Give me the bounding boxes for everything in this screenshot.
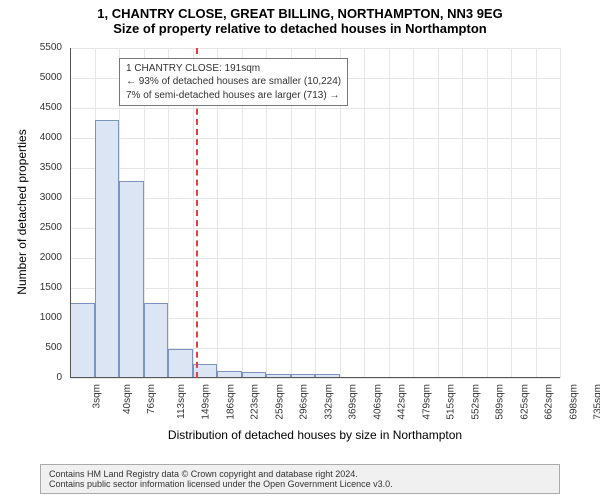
ytick-label: 4000 bbox=[0, 132, 62, 143]
grid-v bbox=[487, 48, 488, 378]
y-axis bbox=[70, 48, 71, 378]
ytick-label: 3000 bbox=[0, 192, 62, 203]
grid-h bbox=[70, 378, 560, 379]
xtick-label: 662sqm bbox=[544, 384, 555, 420]
grid-v bbox=[364, 48, 365, 378]
ytick-label: 1000 bbox=[0, 312, 62, 323]
xtick-label: 589sqm bbox=[495, 384, 506, 420]
xtick-label: 76sqm bbox=[146, 384, 157, 414]
x-axis bbox=[70, 377, 560, 378]
xtick-label: 735sqm bbox=[593, 384, 600, 420]
xtick-label: 3sqm bbox=[91, 384, 102, 408]
annotation-line2: ← 93% of detached houses are smaller (10… bbox=[126, 75, 341, 89]
xtick-label: 149sqm bbox=[201, 384, 212, 420]
xtick-label: 698sqm bbox=[568, 384, 579, 420]
histogram-bar bbox=[70, 303, 95, 378]
ytick-label: 1500 bbox=[0, 282, 62, 293]
ytick-label: 0 bbox=[0, 372, 62, 383]
histogram-bar bbox=[95, 120, 120, 378]
grid-v bbox=[560, 48, 561, 378]
histogram-bar bbox=[168, 349, 193, 378]
grid-v bbox=[462, 48, 463, 378]
xtick-label: 625sqm bbox=[519, 384, 530, 420]
chart-container: 0 500 1000 1500 2000 2500 3000 3500 4000 4500 5000… bbox=[0, 0, 600, 460]
grid-v bbox=[413, 48, 414, 378]
annotation-line1: 1 CHANTRY CLOSE: 191sqm bbox=[126, 62, 341, 76]
xtick-label: 369sqm bbox=[348, 384, 359, 420]
xtick-label: 186sqm bbox=[225, 384, 236, 420]
grid-v bbox=[536, 48, 537, 378]
footer-attribution: Contains HM Land Registry data © Crown c… bbox=[40, 464, 560, 494]
grid-v bbox=[511, 48, 512, 378]
grid-v bbox=[389, 48, 390, 378]
xtick-label: 223sqm bbox=[250, 384, 261, 420]
annotation-box: 1 CHANTRY CLOSE: 191sqm← 93% of detached… bbox=[119, 58, 348, 107]
xtick-label: 296sqm bbox=[299, 384, 310, 420]
xtick-label: 552sqm bbox=[470, 384, 481, 420]
footer-line-2: Contains public sector information licen… bbox=[49, 479, 551, 489]
ytick-label: 500 bbox=[0, 342, 62, 353]
histogram-bar bbox=[119, 181, 144, 378]
xtick-label: 113sqm bbox=[175, 384, 186, 419]
xtick-label: 40sqm bbox=[122, 384, 133, 414]
y-axis-label: Number of detached properties bbox=[15, 112, 29, 312]
xtick-label: 259sqm bbox=[274, 384, 285, 420]
xtick-label: 332sqm bbox=[323, 384, 334, 420]
xtick-label: 406sqm bbox=[372, 384, 383, 420]
xtick-label: 442sqm bbox=[397, 384, 408, 420]
ytick-label: 2500 bbox=[0, 222, 62, 233]
annotation-line3: 7% of semi-detached houses are larger (7… bbox=[126, 89, 341, 103]
ytick-label: 5000 bbox=[0, 72, 62, 83]
grid-v bbox=[438, 48, 439, 378]
ytick-label: 3500 bbox=[0, 162, 62, 173]
ytick-label: 5500 bbox=[0, 42, 62, 53]
footer-line-1: Contains HM Land Registry data © Crown c… bbox=[49, 469, 551, 479]
xtick-label: 515sqm bbox=[446, 384, 457, 420]
histogram-bar bbox=[144, 303, 169, 378]
x-axis-label: Distribution of detached houses by size … bbox=[70, 428, 560, 442]
ytick-label: 4500 bbox=[0, 102, 62, 113]
ytick-label: 2000 bbox=[0, 252, 62, 263]
xtick-label: 479sqm bbox=[421, 384, 432, 420]
